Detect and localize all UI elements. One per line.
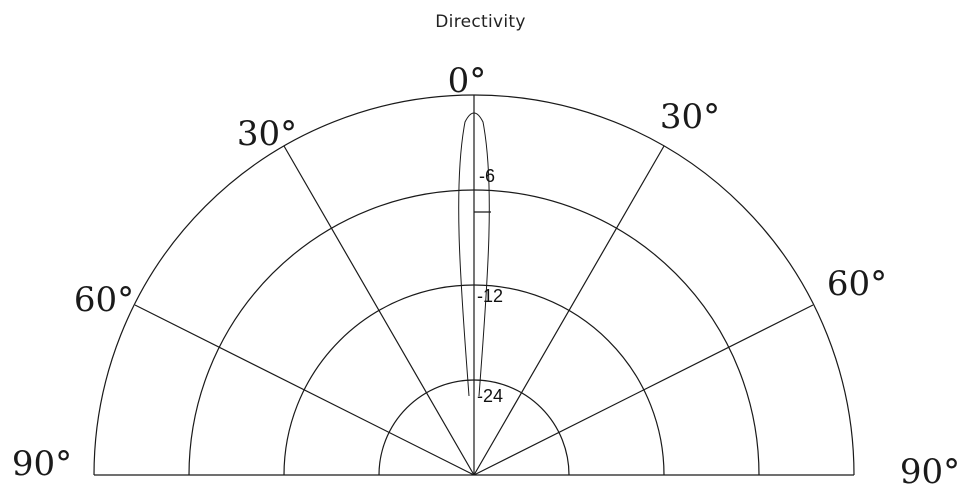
ring-label-minus-6: -6 bbox=[479, 166, 495, 186]
angle-label-left-30: 30° bbox=[237, 114, 297, 154]
angle-label-right-60: 60° bbox=[827, 264, 887, 304]
ring-label-minus-24: -24 bbox=[477, 386, 503, 406]
angle-label-left-90: 90° bbox=[12, 444, 72, 484]
directivity-lobe bbox=[458, 112, 490, 397]
angle-label-right-90: 90° bbox=[900, 452, 960, 490]
ring-label-minus-12: -12 bbox=[477, 286, 503, 306]
angle-label-left-60: 60° bbox=[74, 280, 134, 320]
spoke-left-30 bbox=[283, 145, 475, 476]
diagram-title: Directivity bbox=[435, 12, 526, 32]
spoke-right-60 bbox=[473, 304, 814, 476]
spoke-right-30 bbox=[473, 145, 665, 476]
spoke-left-60 bbox=[134, 304, 475, 476]
angle-label-right-30: 30° bbox=[660, 97, 720, 137]
angle-label-0: 0° bbox=[448, 61, 487, 101]
